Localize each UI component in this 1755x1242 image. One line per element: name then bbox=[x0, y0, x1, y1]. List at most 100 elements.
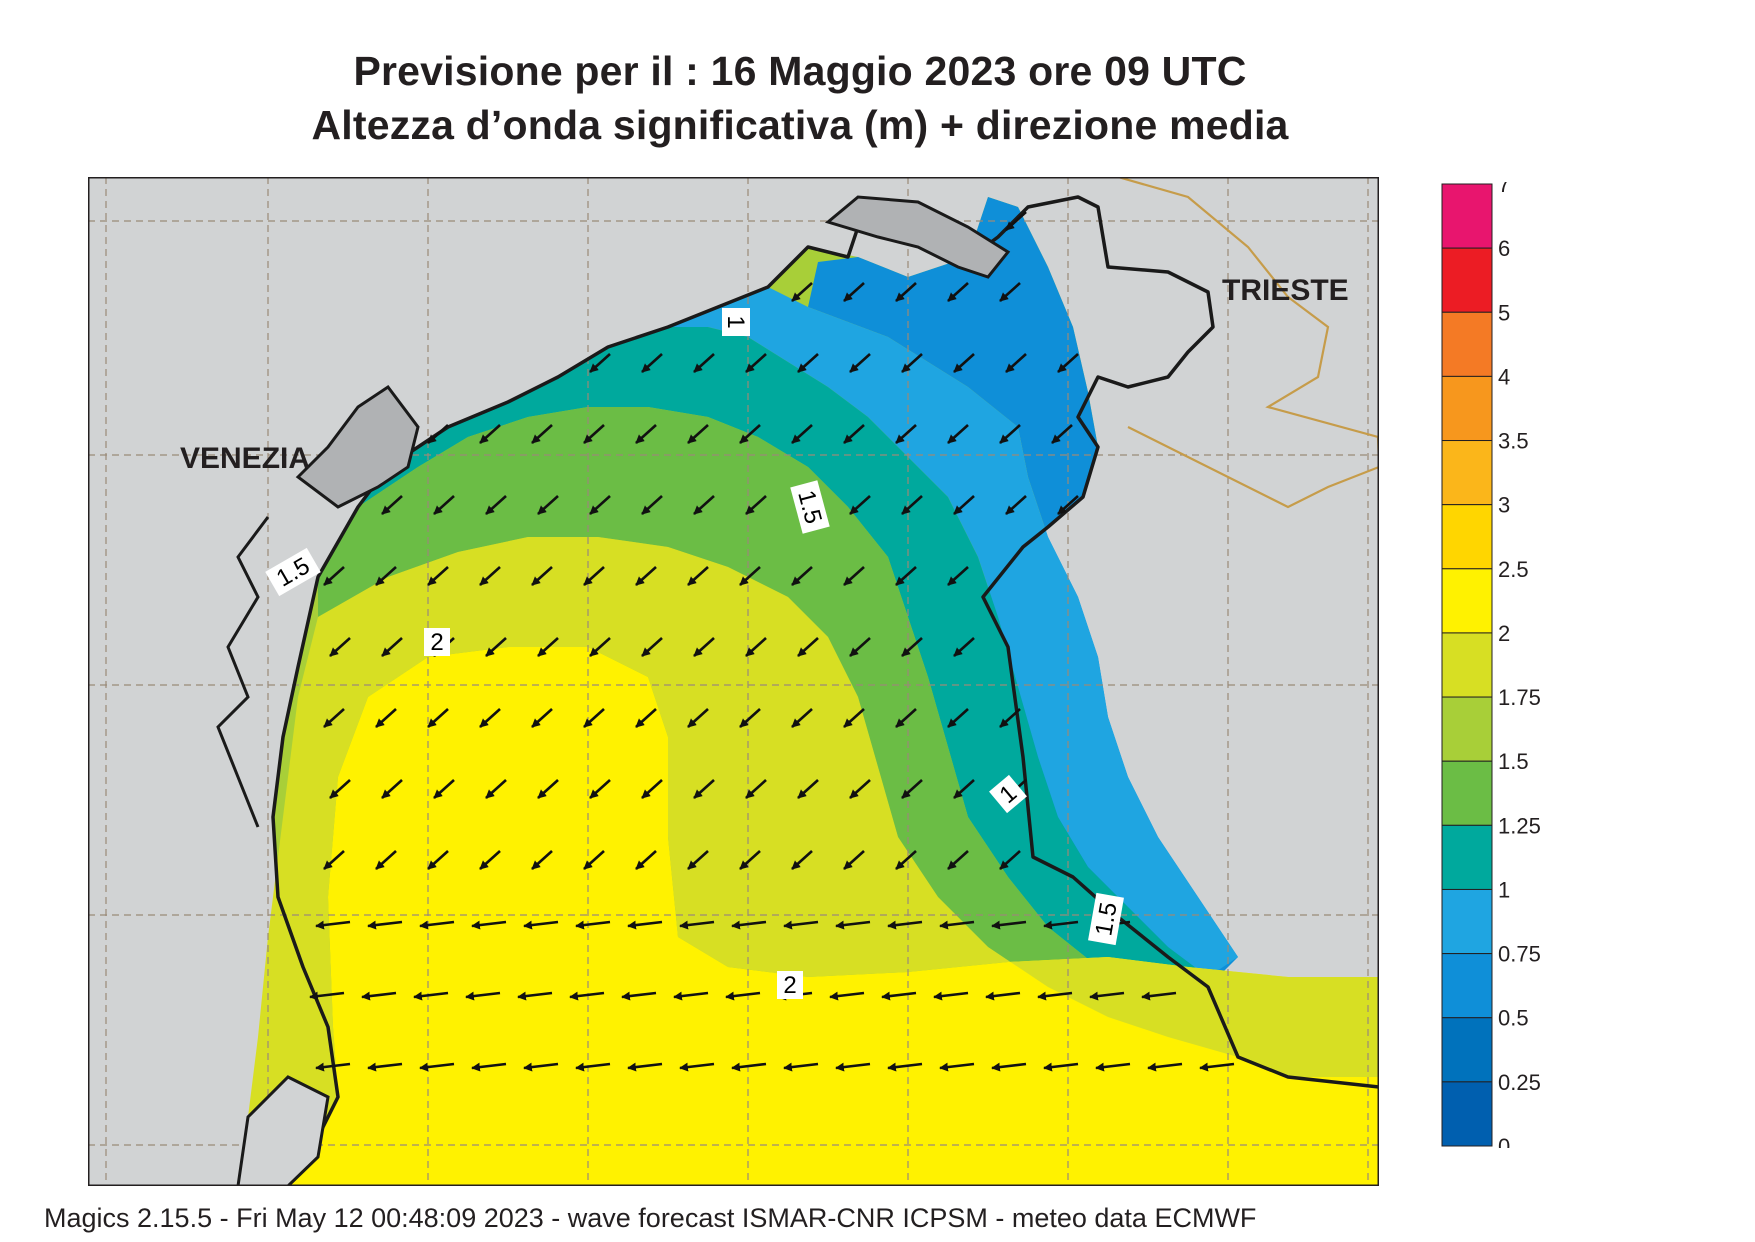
wave-direction-arrow bbox=[641, 495, 663, 515]
wave-direction-arrow bbox=[829, 991, 865, 1001]
lagoon-islands bbox=[295, 384, 420, 509]
legend-swatch bbox=[1441, 183, 1493, 249]
wave-direction-arrow bbox=[575, 920, 611, 930]
wave-direction-arrow bbox=[427, 566, 449, 586]
contour-label: 1 bbox=[722, 315, 749, 328]
wave-direction-arrow bbox=[693, 495, 715, 515]
legend-swatch bbox=[1441, 375, 1493, 442]
wave-direction-arrow bbox=[1147, 1062, 1183, 1072]
wave-direction-arrow bbox=[783, 1062, 819, 1072]
wave-direction-arrow bbox=[575, 1062, 611, 1072]
wave-direction-arrow bbox=[1095, 1062, 1131, 1072]
wave-direction-arrow bbox=[991, 1062, 1027, 1072]
wave-direction-arrow bbox=[381, 637, 403, 657]
contour-label: 1.5 bbox=[1090, 900, 1122, 938]
wave-direction-arrow bbox=[739, 424, 761, 444]
wave-direction-arrow bbox=[947, 282, 969, 302]
wave-direction-arrow bbox=[939, 1062, 975, 1072]
wave-direction-arrow bbox=[641, 353, 663, 373]
title-line-2: Altezza d’onda significativa (m) + direz… bbox=[311, 102, 1289, 148]
wave-direction-arrow bbox=[849, 353, 871, 373]
wave-direction-arrow bbox=[479, 424, 501, 444]
wave-direction-arrow bbox=[895, 424, 917, 444]
wave-direction-arrow bbox=[887, 920, 923, 930]
legend-swatch bbox=[1441, 504, 1493, 570]
wave-direction-arrow bbox=[999, 708, 1021, 728]
wave-direction-arrow bbox=[531, 566, 553, 586]
wave-direction-arrow bbox=[433, 779, 455, 799]
wave-direction-arrow bbox=[381, 495, 403, 515]
wave-direction-arrow bbox=[433, 495, 455, 515]
wave-direction-arrow bbox=[537, 779, 559, 799]
wave-direction-arrow bbox=[583, 424, 605, 444]
legend-tick-label: 0.5 bbox=[1498, 1006, 1529, 1031]
wave-direction-arrow bbox=[427, 708, 449, 728]
legend-swatch bbox=[1441, 1081, 1493, 1147]
wave-direction-arrow bbox=[901, 779, 923, 799]
wave-direction-arrow bbox=[895, 850, 917, 870]
wave-direction-arrow bbox=[895, 708, 917, 728]
wave-direction-arrow bbox=[895, 566, 917, 586]
wave-direction-arrow bbox=[1043, 1062, 1079, 1072]
legend-swatch bbox=[1441, 696, 1493, 762]
wave-direction-arrow bbox=[323, 850, 345, 870]
legend-swatch bbox=[1441, 888, 1493, 955]
legend-swatch bbox=[1441, 568, 1493, 634]
wave-direction-arrow bbox=[849, 637, 871, 657]
contour-band-2 bbox=[278, 647, 1379, 1186]
wave-direction-arrow bbox=[991, 920, 1027, 930]
wave-direction-arrow bbox=[1199, 1062, 1235, 1072]
wave-direction-arrow bbox=[835, 1062, 871, 1072]
legend-swatch bbox=[1441, 632, 1493, 698]
wave-direction-arrow bbox=[485, 779, 507, 799]
legend-tick-label: 3 bbox=[1498, 493, 1510, 518]
wave-direction-arrow bbox=[485, 495, 507, 515]
wave-direction-arrow bbox=[693, 779, 715, 799]
wave-direction-arrow bbox=[569, 991, 605, 1001]
legend-swatch bbox=[1441, 1017, 1493, 1083]
wave-direction-arrow bbox=[1051, 424, 1073, 444]
wave-direction-arrow bbox=[329, 637, 351, 657]
wave-direction-arrow bbox=[621, 991, 657, 1001]
contour-band-1.75 bbox=[248, 537, 1379, 1186]
wave-direction-arrow bbox=[583, 850, 605, 870]
wave-direction-arrow bbox=[901, 495, 923, 515]
wave-direction-arrow bbox=[999, 850, 1021, 870]
wave-direction-arrow bbox=[1141, 991, 1177, 1001]
wave-direction-arrow bbox=[673, 991, 709, 1001]
wave-direction-arrow bbox=[471, 1062, 507, 1072]
wave-direction-arrow bbox=[783, 920, 819, 930]
wave-direction-arrow bbox=[523, 920, 559, 930]
legend-tick-label: 3.5 bbox=[1498, 429, 1529, 454]
wave-direction-arrow bbox=[531, 850, 553, 870]
legend-colorbar: 7 6 5 4 3.5 3 2.5 2 1.75 1.5 1.25 1 0.75 0.5 0.25 0 bbox=[1441, 182, 1541, 1148]
coastline bbox=[271, 195, 1379, 1186]
wave-direction-arrow bbox=[947, 424, 969, 444]
wave-direction-arrow bbox=[797, 637, 819, 657]
wave-direction-arrow bbox=[843, 850, 865, 870]
wave-direction-arrow bbox=[1057, 353, 1079, 373]
legend-tick-label: 7 bbox=[1498, 182, 1510, 197]
legend-swatch bbox=[1441, 760, 1493, 826]
wave-direction-arrow bbox=[901, 353, 923, 373]
border-line bbox=[1117, 177, 1379, 509]
wave-direction-arrow bbox=[797, 353, 819, 373]
wave-direction-arrow bbox=[791, 566, 813, 586]
wave-direction-arrow bbox=[835, 920, 871, 930]
wave-direction-arrow bbox=[947, 566, 969, 586]
wave-direction-arrow bbox=[791, 850, 813, 870]
wave-direction-arrow bbox=[427, 424, 449, 444]
wave-direction-arrow bbox=[745, 495, 767, 515]
wave-direction-arrow bbox=[323, 566, 345, 586]
legend-ticks: 7 6 5 4 3.5 3 2.5 2 1.75 1.5 1.25 1 0.75 0.5 0.25 0 bbox=[1498, 182, 1541, 1148]
wave-direction-arrow bbox=[523, 1062, 559, 1072]
wave-direction-arrow bbox=[1005, 495, 1027, 515]
wave-direction-arrow bbox=[635, 850, 657, 870]
wave-direction-arrow bbox=[687, 708, 709, 728]
wave-direction-arrow bbox=[1037, 991, 1073, 1001]
wave-direction-arrow bbox=[1089, 991, 1125, 1001]
wave-direction-arrow bbox=[895, 282, 917, 302]
wave-direction-arrow bbox=[687, 850, 709, 870]
legend-tick-label: 0.25 bbox=[1498, 1070, 1541, 1095]
wave-direction-arrow bbox=[745, 779, 767, 799]
